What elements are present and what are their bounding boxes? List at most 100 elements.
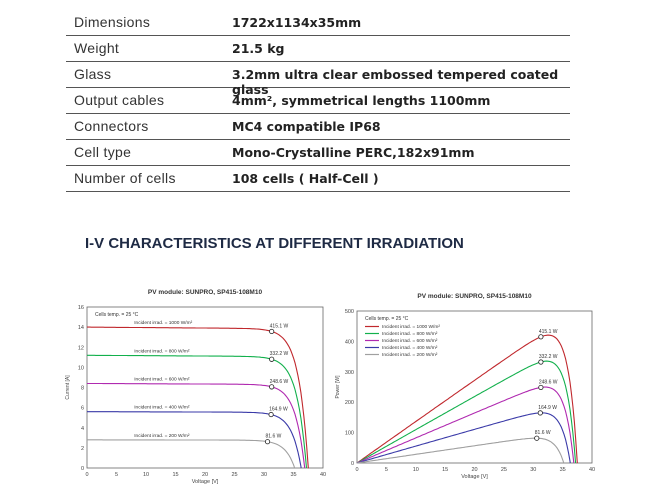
spec-row: Dimensions 1722x1134x35mm [66, 9, 570, 36]
spec-label: Cell type [74, 144, 132, 160]
x-tick-label: 5 [385, 467, 388, 473]
x-tick-label: 10 [413, 467, 419, 473]
mpp-label: 81.6 W [266, 434, 282, 440]
spec-label: Dimensions [74, 14, 151, 30]
x-tick-label: 35 [560, 467, 566, 473]
y-tick-label: 8 [81, 386, 84, 392]
x-tick-label: 10 [143, 472, 149, 478]
y-tick-label: 16 [78, 305, 84, 311]
temp-note: Cells temp. = 25 °C [95, 312, 139, 318]
mpp-marker [538, 384, 544, 391]
series-label: Incident irrad. = 1000 W/m² [134, 320, 192, 326]
spec-value: 108 cells ( Half-Cell ) [232, 171, 379, 186]
x-tick-label: 15 [442, 467, 448, 473]
spec-label: Weight [74, 40, 120, 56]
spec-row: Cell type Mono-Crystalline PERC,182x91mm [66, 139, 570, 166]
mpp-label: 164.9 W [538, 405, 557, 411]
y-tick-label: 14 [78, 325, 84, 331]
legend-entry: Incident irrad. = 400 W/m² [382, 345, 438, 351]
spec-label: Connectors [74, 118, 149, 134]
mpp-label: 332.2 W [270, 351, 289, 357]
mpp-marker [264, 439, 271, 445]
x-tick-label: 15 [172, 472, 178, 478]
series-label: Incident irrad. = 800 W/m² [134, 348, 190, 354]
x-tick-label: 30 [261, 472, 267, 478]
y-tick-label: 300 [345, 370, 354, 376]
spec-value: Mono-Crystalline PERC,182x91mm [232, 145, 475, 160]
series-line [356, 437, 565, 464]
mpp-label: 415.1 W [539, 329, 558, 335]
x-tick-label: 20 [471, 467, 477, 473]
x-axis-label: Voltage [V] [192, 479, 219, 485]
mpp-label: 81.6 W [535, 430, 551, 436]
x-tick-label: 40 [589, 467, 595, 473]
legend-entry: Incident irrad. = 600 W/m² [382, 338, 438, 344]
legend-entry: Incident irrad. = 1000 W/m² [382, 324, 440, 330]
series-line [356, 386, 575, 464]
spec-value: 21.5 kg [232, 41, 285, 56]
x-tick-label: 25 [231, 472, 237, 478]
y-tick-label: 400 [345, 339, 354, 345]
series-line [87, 439, 296, 469]
y-tick-label: 6 [81, 406, 84, 412]
series-label: Incident irrad. = 200 W/m² [134, 433, 190, 439]
mpp-marker [534, 435, 540, 441]
legend-entry: Incident irrad. = 200 W/m² [382, 352, 438, 358]
spec-label: Number of cells [74, 170, 176, 186]
mpp-label: 332.2 W [539, 354, 558, 360]
x-tick-label: 0 [85, 472, 88, 478]
y-tick-label: 2 [81, 446, 84, 452]
spec-row: Output cables 4mm², symmetrical lengths 1… [66, 87, 570, 114]
y-tick-label: 0 [351, 461, 354, 467]
series-label: Incident irrad. = 600 W/m² [134, 376, 190, 382]
spec-row: Weight 21.5 kg [66, 35, 570, 62]
mpp-marker [537, 410, 543, 416]
temp-note: Cells temp. = 25 °C [365, 316, 409, 322]
section-title: I-V CHARACTERISTICS AT DIFFERENT IRRADIA… [85, 235, 464, 252]
series-line [87, 382, 306, 469]
y-tick-label: 0 [81, 466, 84, 472]
spec-label: Output cables [74, 92, 165, 108]
mpp-marker [538, 334, 544, 340]
y-tick-label: 200 [345, 400, 354, 406]
y-tick-label: 10 [78, 365, 84, 371]
mpp-marker [538, 359, 544, 365]
x-axis-label: Voltage [V] [461, 474, 488, 480]
y-tick-label: 12 [78, 345, 84, 351]
series-label: Incident irrad. = 400 W/m² [134, 405, 190, 411]
x-tick-label: 5 [115, 472, 118, 478]
y-tick-label: 100 [345, 431, 354, 437]
mpp-label: 164.9 W [269, 407, 288, 413]
series-line [87, 411, 302, 469]
series-line [356, 412, 571, 464]
x-tick-label: 25 [501, 467, 507, 473]
spec-value: 4mm², symmetrical lengths 1100mm [232, 93, 491, 108]
spec-row: Connectors MC4 compatible IP68 [66, 113, 570, 140]
y-tick-label: 500 [345, 309, 354, 315]
chart-title: PV module: SUNPRO, SP415-108M10 [148, 289, 263, 296]
x-tick-label: 40 [320, 472, 326, 478]
mpp-label: 248.6 W [270, 379, 289, 385]
y-tick-label: 4 [81, 426, 84, 432]
spec-value: 1722x1134x35mm [232, 15, 362, 30]
mpp-marker [269, 356, 275, 362]
mpp-marker [268, 411, 274, 418]
chart-title: PV module: SUNPRO, SP415-108M10 [417, 293, 532, 300]
spec-row: Number of cells 108 cells ( Half-Cell ) [66, 165, 570, 192]
spec-value: MC4 compatible IP68 [232, 119, 381, 134]
mpp-marker [269, 384, 275, 390]
x-tick-label: 35 [290, 472, 296, 478]
plot-area [86, 306, 324, 469]
legend-entry: Incident irrad. = 800 W/m² [382, 331, 438, 337]
x-tick-label: 20 [202, 472, 208, 478]
x-tick-label: 30 [530, 467, 536, 473]
y-axis-label: Power [W] [335, 375, 341, 399]
spec-label: Glass [74, 66, 112, 82]
y-axis-label: Current [A] [65, 375, 71, 400]
mpp-marker [269, 328, 275, 335]
mpp-label: 415.1 W [270, 323, 289, 329]
spec-value: 3.2mm ultra clear embossed tempered coat… [232, 67, 559, 97]
spec-row: Glass 3.2mm ultra clear embossed tempered… [66, 61, 570, 97]
pv-chart: PV module: SUNPRO, SP415-108M10 0 5 10 15 20 2… [335, 293, 595, 480]
